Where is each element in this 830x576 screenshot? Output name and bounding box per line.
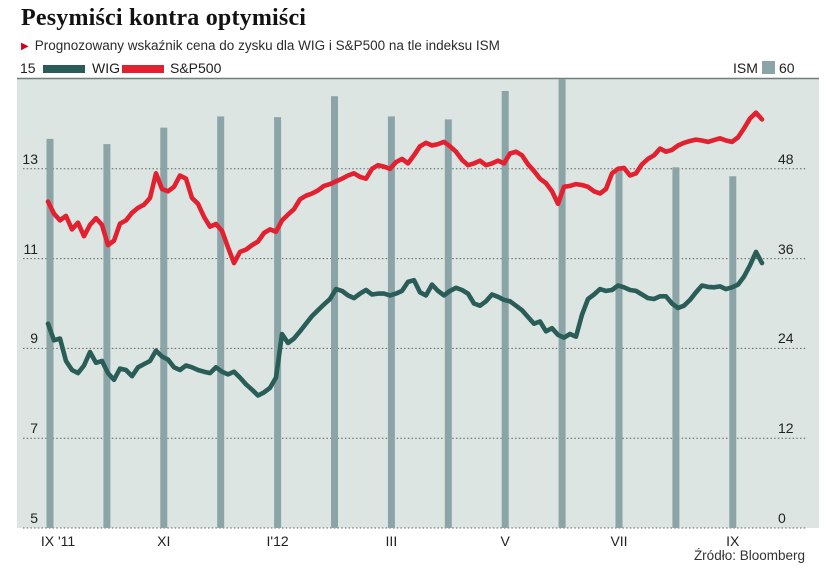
ism-bar — [217, 116, 225, 529]
wig-legend-swatch — [43, 65, 85, 73]
ism-bar — [444, 119, 452, 528]
ism-bar — [331, 96, 338, 528]
right-axis-tick: 12 — [778, 420, 794, 437]
red-triangle-bullet-icon: ▶ — [21, 41, 29, 52]
x-axis-tick: I'12 — [266, 533, 289, 549]
right-axis-top-tick: 60 — [779, 60, 795, 76]
right-axis-tick: 0 — [778, 510, 786, 526]
sp500-legend-label: S&P500 — [170, 60, 222, 76]
sp500-line — [45, 110, 765, 266]
right-axis-tick: 36 — [778, 240, 794, 257]
ism-bar — [501, 90, 509, 529]
ism-bar — [729, 176, 737, 529]
ism-legend-label: ISM — [733, 60, 758, 76]
chart-subtitle: ▶ Prognozowany wskaźnik cena do zysku dla… — [21, 38, 500, 53]
chart-subtitle-text: Prognozowany wskaźnik cena do zysku dla … — [34, 38, 500, 53]
ism-bar — [672, 167, 680, 528]
left-axis-tick: 9 — [30, 330, 38, 347]
left-axis-tick: 7 — [30, 420, 38, 437]
ism-bar — [558, 79, 566, 528]
x-axis-tick: XI — [157, 533, 171, 549]
ism-bar — [615, 167, 623, 528]
ism-legend-swatch — [762, 61, 775, 74]
x-axis-tick: III — [385, 533, 398, 549]
source-credit: Źródło: Bloomberg — [693, 548, 805, 563]
ism-bar — [160, 127, 168, 529]
x-axis-tick: IX '11 — [40, 533, 76, 549]
x-axis-tick: V — [500, 533, 510, 549]
x-axis-tick: VII — [610, 533, 628, 549]
left-axis-top-tick: 15 — [20, 60, 36, 76]
right-axis-tick: 48 — [778, 150, 794, 167]
page-title: Pesymiści kontra optymiści — [21, 5, 307, 31]
ism-bar — [274, 117, 282, 528]
ism-bar — [103, 144, 111, 529]
right-axis-tick: 24 — [778, 330, 794, 347]
left-axis-tick: 11 — [23, 240, 38, 257]
ism-bar — [387, 116, 395, 529]
sp500-legend-swatch — [122, 65, 164, 73]
wig-legend-label: WIG — [92, 60, 120, 76]
left-axis-tick: 5 — [30, 510, 38, 526]
x-axis-tick: IX — [726, 533, 740, 549]
left-axis-tick: 13 — [22, 150, 38, 167]
wig-line — [45, 249, 765, 398]
